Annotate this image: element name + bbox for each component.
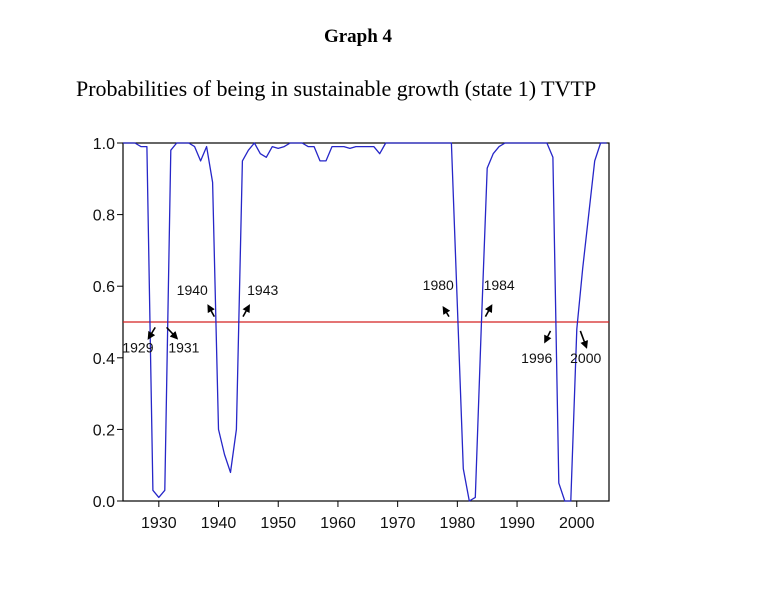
annotation-label: 1943	[247, 282, 278, 298]
y-tick-label: 0.4	[93, 351, 115, 368]
series-group	[123, 142, 607, 502]
annotation-arrow	[166, 326, 179, 340]
annotation-arrow	[207, 304, 216, 318]
annotation-label: 1940	[177, 282, 208, 298]
y-tick-label: 0.8	[93, 208, 115, 225]
annotation-label: 1929	[122, 339, 153, 355]
annotation-arrow	[579, 330, 588, 349]
annotation-arrow	[442, 305, 451, 318]
annotation-label: 1931	[168, 339, 199, 355]
x-tick-label: 1970	[380, 515, 416, 532]
x-tick-label: 1980	[440, 515, 476, 532]
annotation-label: 2000	[570, 350, 601, 366]
y-tick-label: 1.0	[93, 136, 115, 153]
x-tick-label: 1950	[260, 515, 296, 532]
annotation-arrow	[242, 304, 250, 318]
x-tick-label: 1930	[141, 515, 177, 532]
annotation-arrow	[544, 330, 552, 344]
y-tick-label: 0.6	[93, 279, 115, 296]
annotation-label: 1996	[521, 350, 552, 366]
x-tick-label: 1940	[201, 515, 237, 532]
x-tick-label: 1990	[499, 515, 535, 532]
annotation-arrow	[484, 304, 493, 318]
annotation-arrow	[147, 326, 156, 340]
annotation-label: 1984	[484, 277, 515, 293]
y-tick-label: 0.2	[93, 422, 115, 439]
x-tick-label: 2000	[559, 515, 595, 532]
x-tick-label: 1960	[320, 515, 356, 532]
annotation-label: 1980	[423, 277, 454, 293]
series-line	[123, 142, 607, 502]
chart-title: Probabilities of being in sustainable gr…	[76, 76, 597, 101]
y-tick-label: 0.0	[93, 494, 115, 511]
graph-label: Graph 4	[323, 26, 393, 47]
annotations: 1929 1931 1940 1943 1980 1984 1996 2000	[122, 277, 601, 366]
